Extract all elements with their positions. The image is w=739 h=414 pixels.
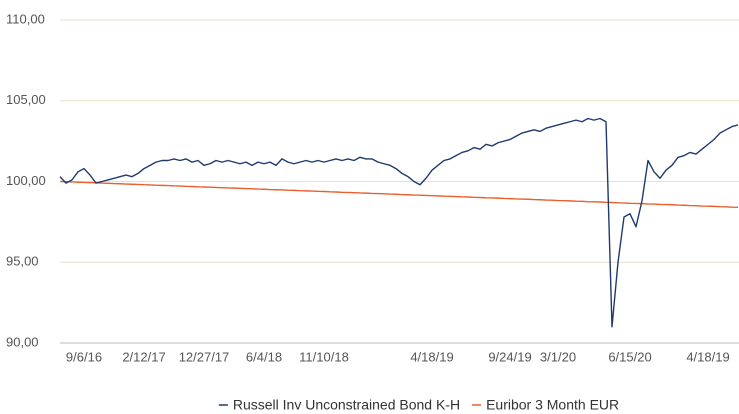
x-tick-label: 11/10/18	[299, 349, 349, 364]
x-tick-label: 4/18/19	[686, 349, 729, 364]
series-line	[59, 180, 739, 209]
x-tick-label: 12/27/17	[179, 349, 230, 364]
x-tick-label: 6/4/18	[246, 349, 282, 364]
x-tick-label: 9/6/16	[66, 349, 102, 364]
y-tick-label: 110,00	[6, 11, 45, 26]
x-tick-label: 2/12/17	[122, 349, 165, 364]
series-line	[59, 117, 739, 328]
legend-label: Euribor 3 Month EUR	[486, 397, 619, 413]
x-tick-label: 3/1/20	[540, 349, 576, 364]
y-tick-label: 105,00	[6, 92, 46, 107]
y-tick-label: 95,00	[6, 254, 39, 269]
x-tick-label: 6/15/20	[608, 349, 651, 364]
legend-label: Russell Inv Unconstrained Bond K-H	[233, 397, 460, 413]
legend: Russell Inv Unconstrained Bond K-H Euribo…	[218, 397, 619, 413]
x-tick-label: 9/24/19	[488, 349, 531, 364]
y-tick-label: 100,00	[6, 173, 46, 188]
y-tick-label: 90,00	[6, 334, 39, 349]
x-tick-label: 4/18/19	[410, 349, 453, 364]
